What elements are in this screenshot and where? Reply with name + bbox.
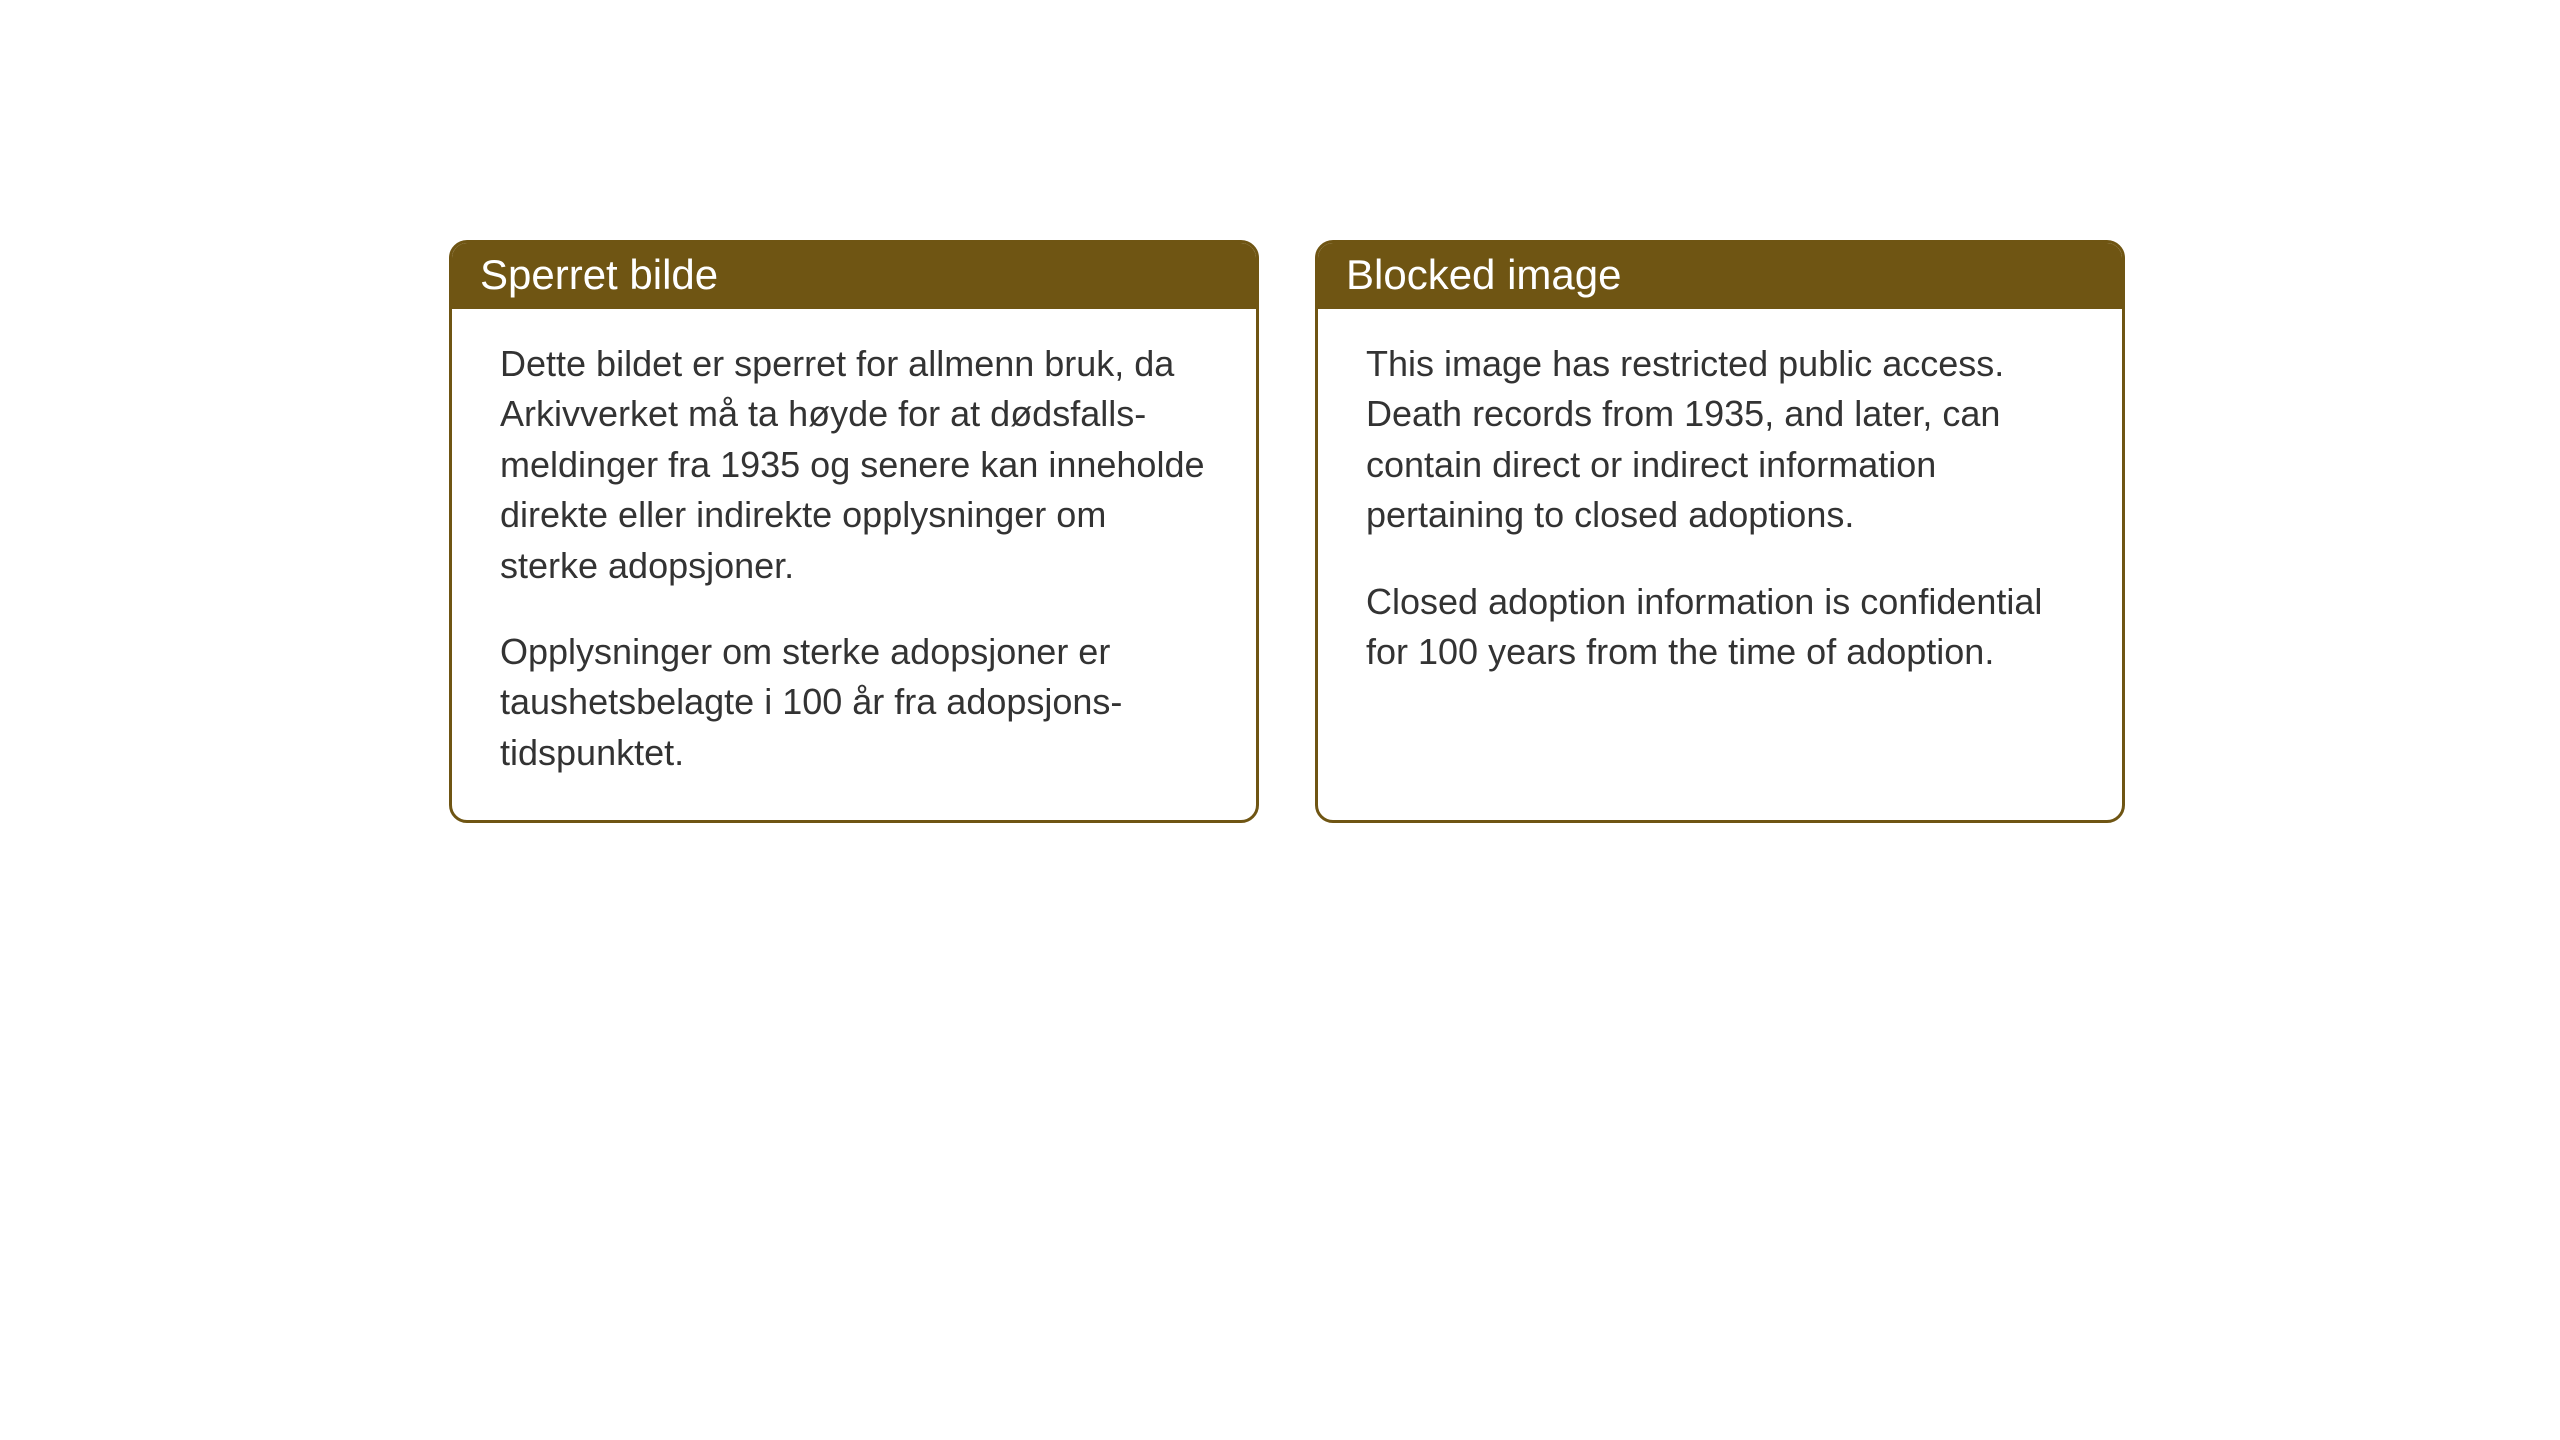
- card-title: Blocked image: [1346, 251, 1621, 298]
- card-body-english: This image has restricted public access.…: [1318, 309, 2122, 719]
- paragraph-text: Opplysninger om sterke adopsjoner er tau…: [500, 627, 1208, 778]
- card-body-norwegian: Dette bildet er sperret for allmenn bruk…: [452, 309, 1256, 820]
- card-header-norwegian: Sperret bilde: [452, 243, 1256, 309]
- card-english: Blocked image This image has restricted …: [1315, 240, 2125, 823]
- paragraph-text: This image has restricted public access.…: [1366, 339, 2074, 541]
- cards-container: Sperret bilde Dette bildet er sperret fo…: [449, 240, 2125, 823]
- card-norwegian: Sperret bilde Dette bildet er sperret fo…: [449, 240, 1259, 823]
- paragraph-text: Closed adoption information is confident…: [1366, 577, 2074, 678]
- card-title: Sperret bilde: [480, 251, 718, 298]
- card-header-english: Blocked image: [1318, 243, 2122, 309]
- paragraph-text: Dette bildet er sperret for allmenn bruk…: [500, 339, 1208, 591]
